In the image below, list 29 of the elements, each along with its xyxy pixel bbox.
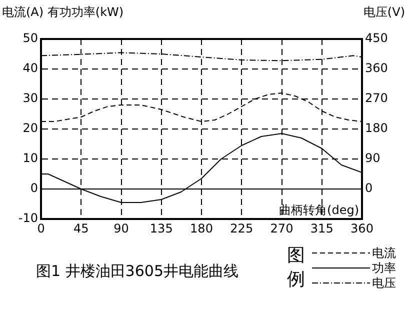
y-tick-label: 10: [22, 151, 38, 166]
y2-tick-label: 450: [365, 31, 388, 46]
legend-title: 图例: [286, 244, 306, 292]
x-tick-label: 180: [190, 221, 213, 236]
x-tick-label: 270: [270, 221, 294, 236]
y2-tick-label: 270: [365, 91, 388, 106]
y2-tick-label: 90: [365, 151, 380, 166]
y2-tick-label: 180: [365, 121, 388, 136]
text: 图1 井楼油田3605井电能曲线: [36, 262, 238, 280]
x-tick-label: 90: [114, 221, 129, 236]
y-tick-label: -10: [18, 211, 38, 226]
x-tick-label: 135: [150, 221, 173, 236]
legend-label: 功率: [372, 260, 396, 276]
legend-label: 电压: [372, 274, 396, 292]
y-tick-label: 30: [22, 91, 38, 106]
y2-axis-title: 电压(V): [363, 5, 405, 19]
x-axis-title: 曲柄转角(deg): [279, 203, 359, 217]
x-tick-label: 360: [350, 221, 374, 236]
y-tick-label: 0: [30, 181, 38, 196]
x-tick-label: 45: [73, 221, 89, 236]
y-tick-label: 20: [22, 121, 38, 136]
y2-tick-label: 0: [365, 181, 373, 196]
y-axis-title: 电流(A) 有功功率(kW): [2, 5, 124, 19]
y2-tick-label: 360: [365, 61, 388, 76]
x-tick-label: 225: [230, 221, 254, 236]
y-tick-label: 40: [22, 61, 38, 76]
legend-label: 电流: [372, 244, 396, 262]
x-tick-label: 315: [310, 221, 334, 236]
y-tick-label: 50: [22, 31, 38, 46]
